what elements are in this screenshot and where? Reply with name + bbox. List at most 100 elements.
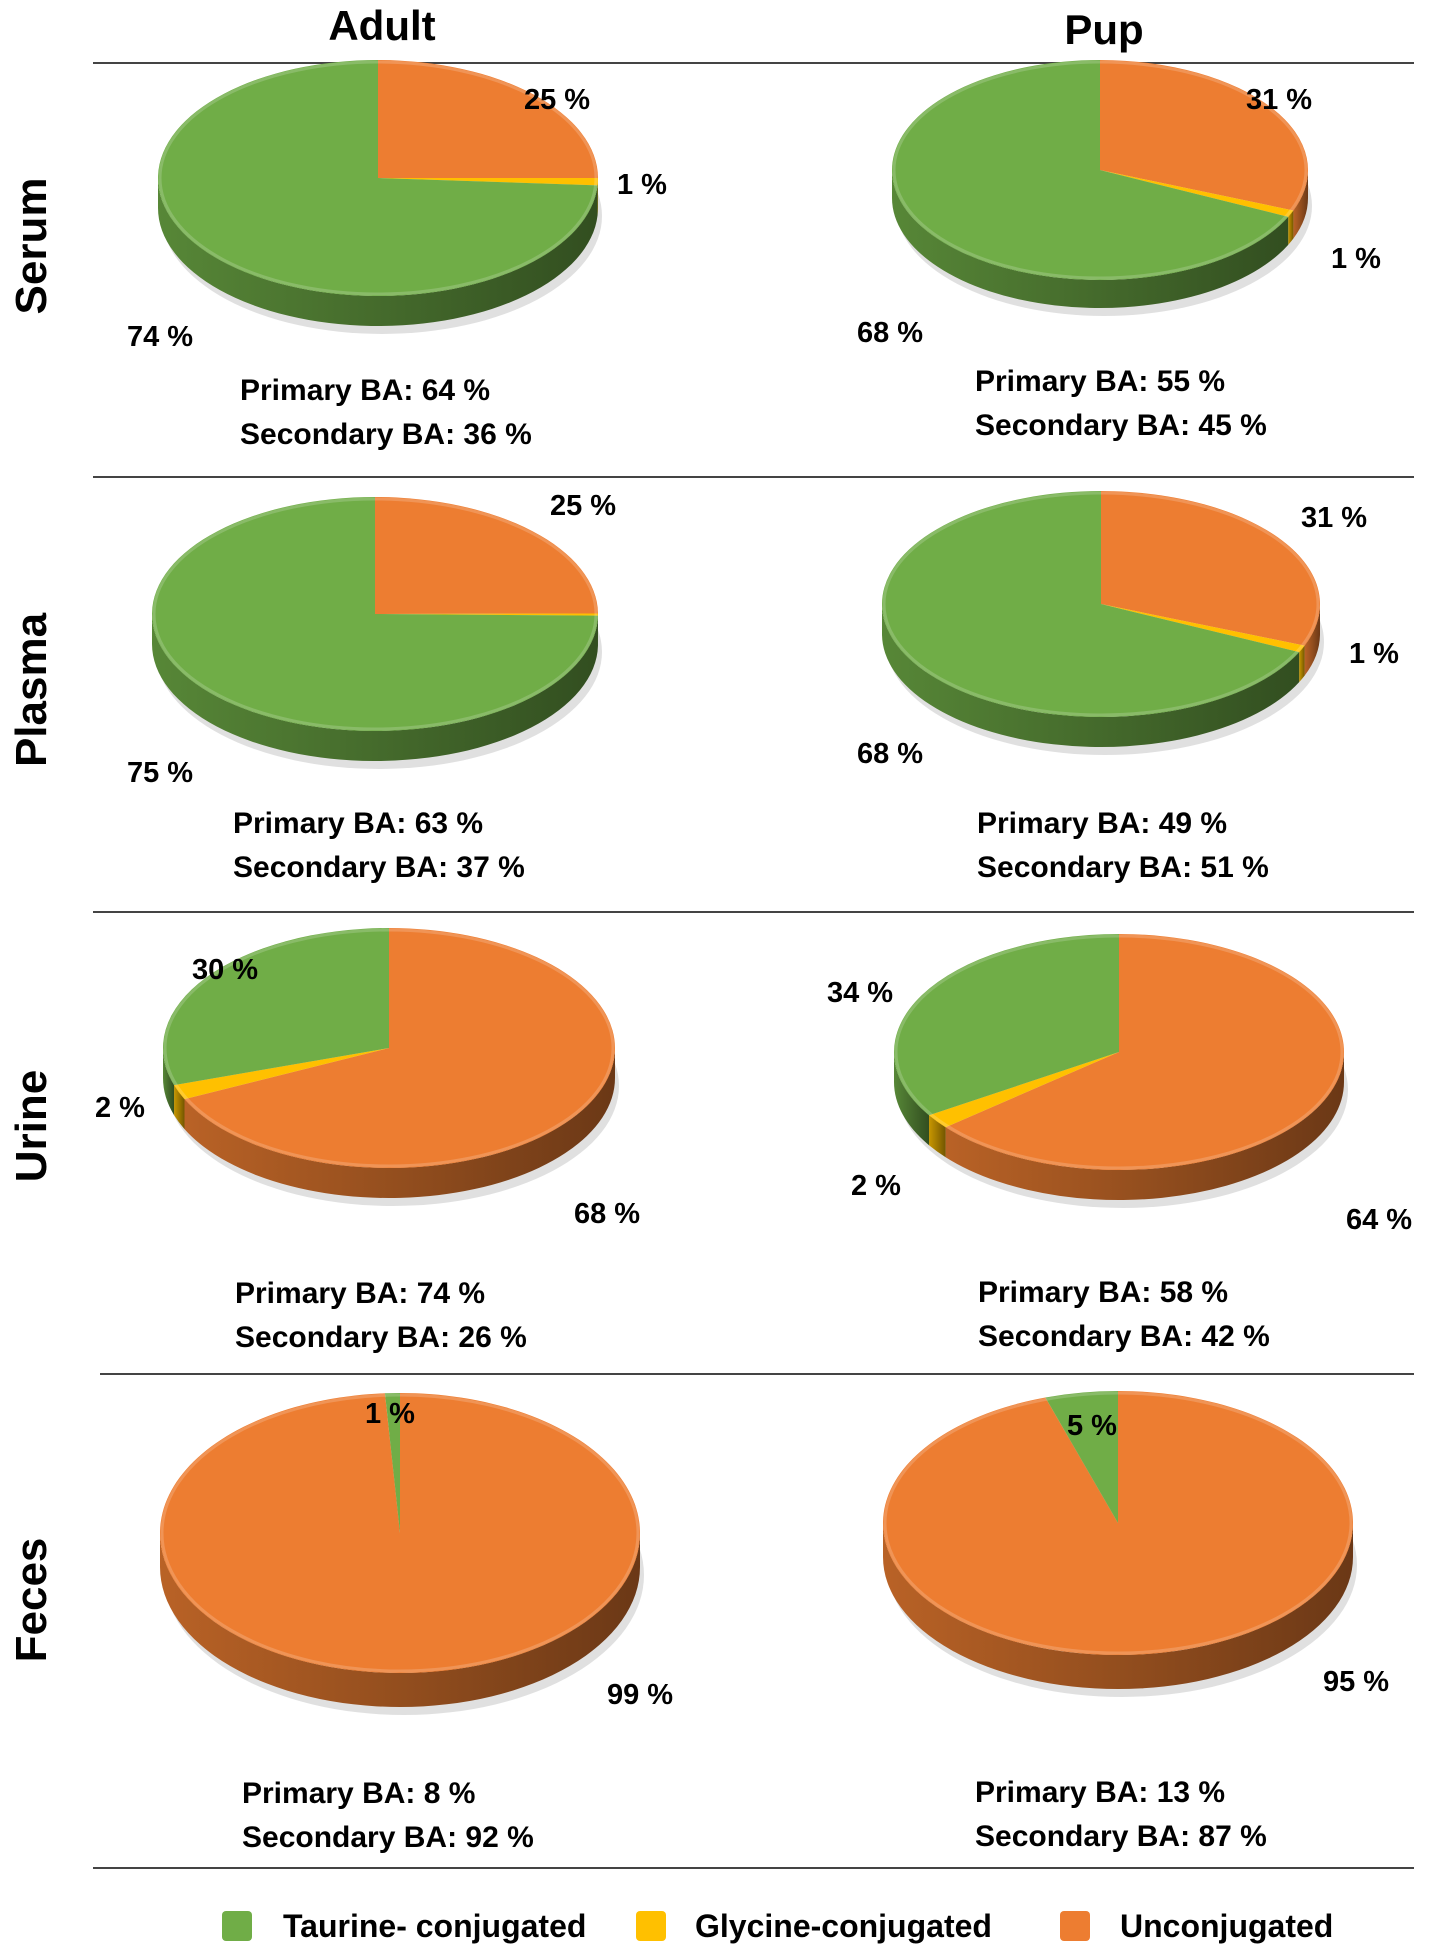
primary-ba: Primary BA: 55 % xyxy=(975,365,1225,398)
primary-ba: Primary BA: 74 % xyxy=(235,1277,485,1310)
pie-side-glycine xyxy=(174,1085,185,1130)
pie-side-unconjugated xyxy=(160,1533,640,1707)
pct-label: 25 % xyxy=(550,490,616,522)
pie-slice-unconjugated xyxy=(1100,60,1308,211)
pie-slice-unconjugated xyxy=(184,928,615,1168)
pct-label: 64 % xyxy=(1346,1204,1412,1236)
pie-plasma-pup xyxy=(882,491,1324,755)
column-header-pup: Pup xyxy=(1064,6,1143,53)
pie-plasma-adult xyxy=(152,496,602,769)
pie-rim xyxy=(158,60,598,296)
pct-label: 2 % xyxy=(95,1092,145,1124)
pct-label: 1 % xyxy=(617,169,667,201)
pct-label: 2 % xyxy=(851,1170,901,1202)
pie-side-taurine xyxy=(158,178,598,326)
legend: Taurine- conjugated Glycine-conjugated U… xyxy=(222,1908,1333,1944)
pie-slice-taurine xyxy=(163,928,389,1086)
secondary-ba: Secondary BA: 45 % xyxy=(975,409,1267,442)
pct-label: 31 % xyxy=(1301,502,1367,534)
pie-side-unconjugated xyxy=(184,1048,615,1199)
row-label-urine: Urine xyxy=(7,1070,56,1182)
pie-side-unconjugated xyxy=(1304,604,1320,676)
pie-slice-unconjugated xyxy=(378,60,598,178)
pie-slice-unconjugated xyxy=(945,934,1344,1170)
pct-label: 34 % xyxy=(827,977,893,1009)
pie-slice-glycine xyxy=(929,1052,1119,1128)
pie-rim xyxy=(160,1393,640,1673)
pie-slice-taurine xyxy=(892,60,1289,280)
pie-side-taurine xyxy=(894,1052,930,1146)
row-label-plasma: Plasma xyxy=(7,612,56,767)
pct-label: 25 % xyxy=(524,84,590,116)
pie-side-taurine xyxy=(152,614,598,762)
legend-label-unconjugated: Unconjugated xyxy=(1120,1908,1333,1944)
primary-ba: Primary BA: 63 % xyxy=(233,807,483,840)
secondary-ba: Secondary BA: 42 % xyxy=(978,1320,1270,1353)
row-label-serum: Serum xyxy=(7,178,56,315)
pie-slice-glycine xyxy=(375,613,598,616)
pct-label: 74 % xyxy=(127,321,193,353)
secondary-ba: Secondary BA: 36 % xyxy=(240,418,532,451)
pie-rim xyxy=(163,928,615,1168)
pie-slice-taurine xyxy=(157,60,598,296)
column-header-adult: Adult xyxy=(328,2,435,49)
legend-swatch-glycine xyxy=(636,1911,666,1941)
pie-slice-unconjugated xyxy=(1101,491,1321,646)
pct-label: 75 % xyxy=(127,757,193,789)
pie-slice-glycine xyxy=(174,1048,389,1100)
pie-serum-pup xyxy=(892,60,1312,316)
pct-label: 1 % xyxy=(365,1398,415,1430)
pie-side-unconjugated xyxy=(945,1052,1344,1200)
pie-slice-taurine xyxy=(384,1393,400,1533)
legend-swatch-taurine xyxy=(222,1911,252,1941)
pct-label: 68 % xyxy=(574,1198,640,1230)
pie-slice-glycine xyxy=(1101,604,1305,653)
pie-slice-taurine xyxy=(893,934,1119,1116)
pie-rim xyxy=(152,497,598,731)
pct-label: 30 % xyxy=(192,954,258,986)
secondary-ba: Secondary BA: 92 % xyxy=(242,1821,534,1854)
secondary-ba: Secondary BA: 87 % xyxy=(975,1820,1267,1853)
pie-slice-taurine xyxy=(1045,1391,1118,1523)
primary-ba: Primary BA: 64 % xyxy=(240,374,490,407)
row-label-feces: Feces xyxy=(7,1538,56,1663)
pie-urine-pup xyxy=(893,934,1348,1208)
pie-slice-unconjugated xyxy=(159,1393,640,1674)
pct-label: 1 % xyxy=(1349,638,1399,670)
pie-feces-adult xyxy=(159,1393,644,1715)
pie-rim xyxy=(894,934,1344,1170)
pie-rim xyxy=(883,1391,1353,1655)
pie-rim xyxy=(882,491,1320,717)
pie-side-unconjugated xyxy=(883,1523,1353,1689)
pie-side-taurine xyxy=(882,604,1300,747)
pct-label: 68 % xyxy=(857,317,923,349)
pie-feces-pup xyxy=(883,1391,1357,1697)
pie-slice-unconjugated xyxy=(375,497,598,614)
pie-urine-adult xyxy=(163,928,619,1206)
secondary-ba: Secondary BA: 37 % xyxy=(233,851,525,884)
primary-ba: Primary BA: 13 % xyxy=(975,1776,1225,1809)
pct-label: 31 % xyxy=(1246,84,1312,116)
pct-label: 95 % xyxy=(1323,1666,1389,1698)
pie-side-glycine xyxy=(929,1115,946,1158)
pie-side-glycine xyxy=(1299,645,1305,683)
legend-label-taurine: Taurine- conjugated xyxy=(283,1908,586,1944)
pct-label: 5 % xyxy=(1067,1410,1117,1442)
pie-side-taurine xyxy=(163,1048,175,1116)
primary-ba: Primary BA: 49 % xyxy=(977,807,1227,840)
primary-ba: Primary BA: 8 % xyxy=(242,1777,475,1810)
pie-rim xyxy=(892,60,1308,280)
pie-side-unconjugated xyxy=(1293,170,1308,239)
pie-slice-glycine xyxy=(378,178,598,186)
pct-label: 1 % xyxy=(1331,243,1381,275)
legend-label-glycine: Glycine-conjugated xyxy=(695,1908,992,1944)
legend-swatch-unconjugated xyxy=(1060,1911,1090,1941)
secondary-ba: Secondary BA: 51 % xyxy=(977,851,1269,884)
primary-ba: Primary BA: 58 % xyxy=(978,1276,1228,1309)
pct-label: 99 % xyxy=(607,1679,673,1711)
pie-slice-glycine xyxy=(1100,170,1294,217)
pie-side-glycine xyxy=(1288,210,1294,245)
secondary-ba: Secondary BA: 26 % xyxy=(235,1321,527,1354)
pies xyxy=(152,60,1357,1715)
